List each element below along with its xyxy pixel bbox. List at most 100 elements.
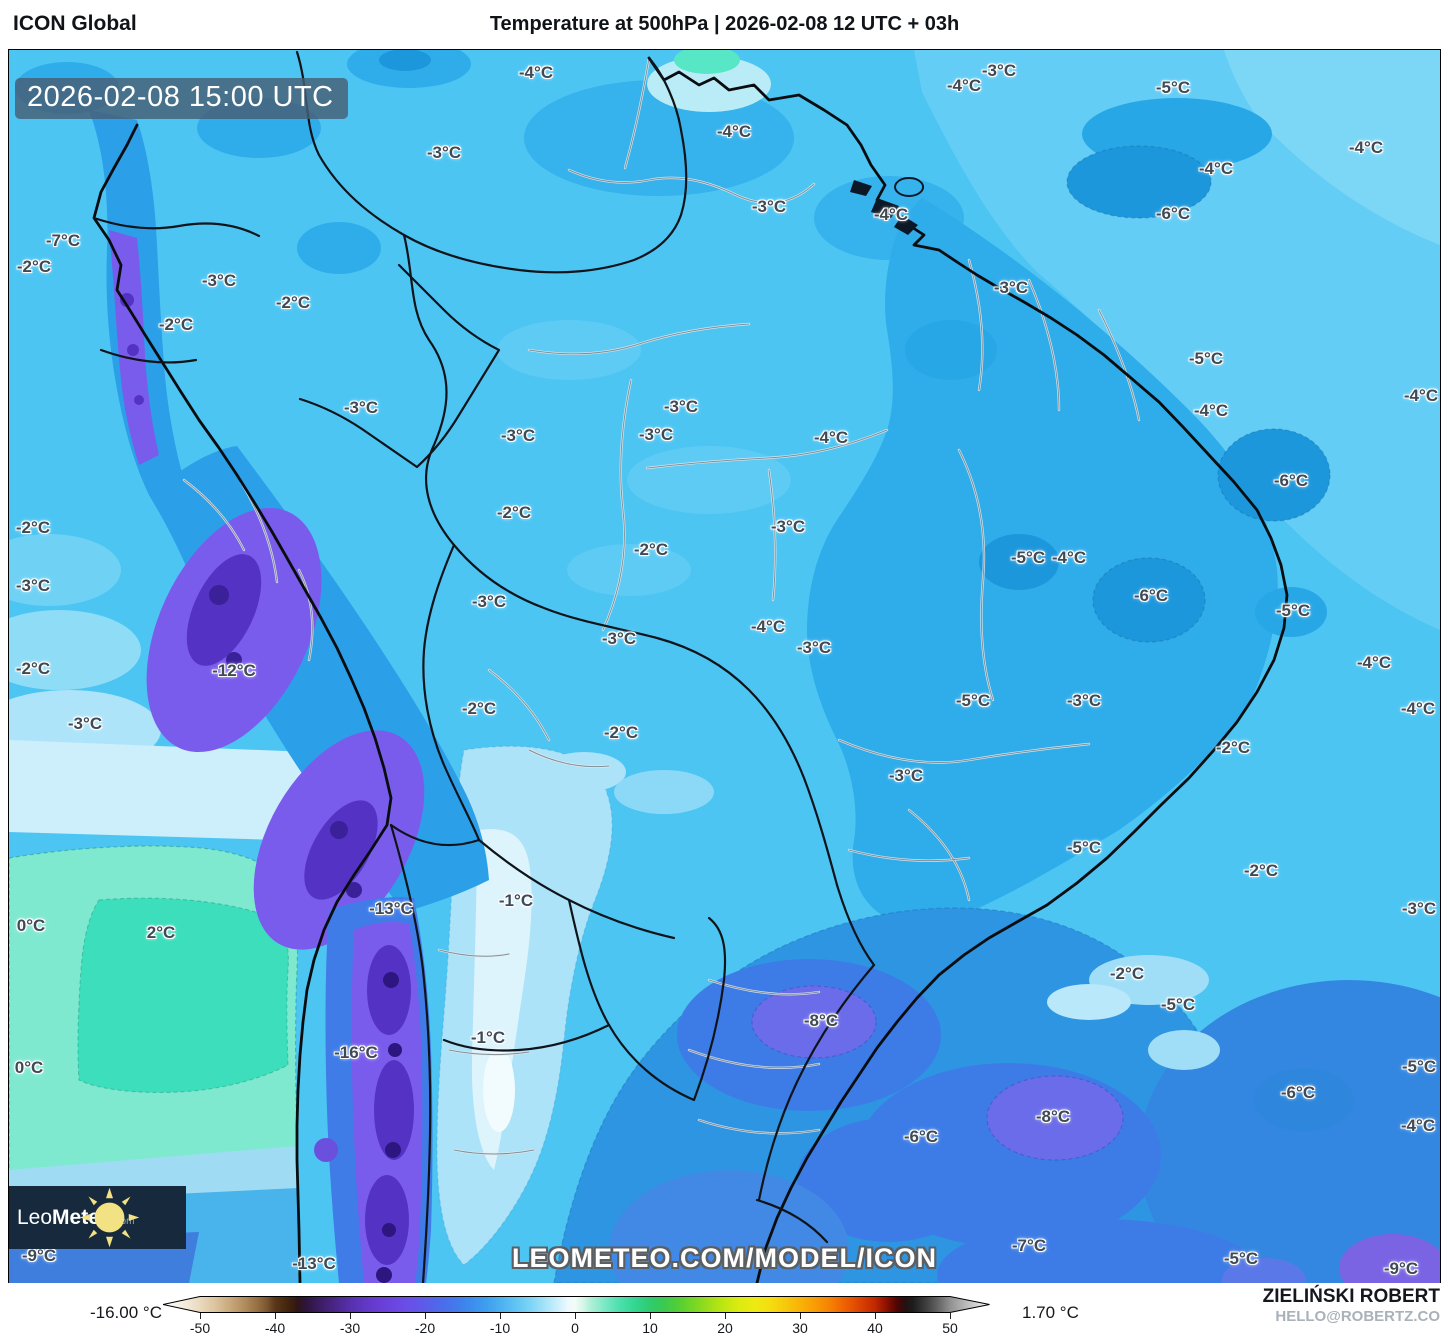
temperature-label: -2°C xyxy=(15,659,51,678)
scale-tick-mark xyxy=(500,1313,501,1319)
scale-tick-label: 0 xyxy=(571,1320,579,1336)
temperature-label: -4°C xyxy=(1356,653,1392,672)
temperature-label: -4°C xyxy=(1198,159,1234,178)
state-borders-core xyxy=(183,57,1140,1155)
temperature-label: -8°C xyxy=(1035,1107,1071,1126)
map-graphic xyxy=(9,50,1440,1283)
timestamp-badge: 2026-02-08 15:00 UTC xyxy=(15,78,348,119)
temperature-label: -9°C xyxy=(1383,1259,1419,1278)
scale-tick-mark xyxy=(650,1313,651,1319)
color-scale-ticks: -50 -40 -30 -20 -10 0 10 20 30 40 50 xyxy=(163,1313,990,1338)
temperature-label: -3°C xyxy=(663,397,699,416)
scale-tick-mark xyxy=(875,1313,876,1319)
amazon-delta xyxy=(850,177,925,235)
temperature-label: -3°C xyxy=(981,61,1017,80)
temperature-label: -1°C xyxy=(470,1028,506,1047)
andes-cold-band xyxy=(89,110,489,1283)
scale-tick-label: 10 xyxy=(642,1320,658,1336)
temperature-label: -5°C xyxy=(1160,995,1196,1014)
temperature-label: -5°C xyxy=(1188,349,1224,368)
temperature-label: -4°C xyxy=(1193,401,1229,420)
forecast-map: -4°C -4°C -3°C -5°C -3°C -4°C -4°C -4°C -3°C -4°C… xyxy=(8,49,1441,1284)
temperature-label: -3°C xyxy=(1401,899,1437,918)
scale-tick-label: 40 xyxy=(867,1320,883,1336)
temperature-label: -4°C xyxy=(1051,548,1087,567)
temperature-label: -3°C xyxy=(770,517,806,536)
header: ICON Global Temperature at 500hPa | 2026… xyxy=(0,0,1449,49)
atlantic-coastline xyxy=(647,56,1289,1283)
scale-tick-label: 20 xyxy=(717,1320,733,1336)
temperature-label: -3°C xyxy=(201,271,237,290)
temperature-label: -5°C xyxy=(1010,548,1046,567)
temperature-label: -3°C xyxy=(751,197,787,216)
temperature-label: -6°C xyxy=(1280,1083,1316,1102)
temperature-label: -2°C xyxy=(158,315,194,334)
temperature-label: -5°C xyxy=(955,691,991,710)
temperature-label: 0°C xyxy=(16,916,46,935)
temperature-label: -4°C xyxy=(873,205,909,224)
credit-block: ZIELIŃSKI ROBERT HELLO@ROBERTZ.CO xyxy=(1263,1286,1440,1325)
temperature-label: -5°C xyxy=(1066,838,1102,857)
temperature-label: -2°C xyxy=(15,518,51,537)
temperature-label: -4°C xyxy=(716,122,752,141)
temperature-label: -16°C xyxy=(334,1043,378,1062)
scale-min-value: -16.00 °C xyxy=(89,1303,162,1322)
temperature-label: -2°C xyxy=(496,503,532,522)
leometeo-logo: LeoMeteo.com xyxy=(9,1186,186,1249)
scale-tick-label: -10 xyxy=(489,1320,511,1336)
temperature-label: -4°C xyxy=(1403,386,1439,405)
page-title: Temperature at 500hPa | 2026-02-08 12 UT… xyxy=(489,13,960,35)
temperature-label: -5°C xyxy=(1223,1249,1259,1268)
temperature-label: -3°C xyxy=(426,143,462,162)
scale-tick-mark xyxy=(425,1313,426,1319)
scale-tick-label: -30 xyxy=(339,1320,361,1336)
temperature-label: -4°C xyxy=(813,428,849,447)
temperature-label: -5°C xyxy=(1401,1057,1437,1076)
temperature-label: -2°C xyxy=(633,540,669,559)
scale-tick-mark xyxy=(350,1313,351,1319)
scale-tick-label: -50 xyxy=(189,1320,211,1336)
temperature-label: -5°C xyxy=(1275,601,1311,620)
scale-tick-label: 30 xyxy=(792,1320,808,1336)
temperature-label: -6°C xyxy=(1155,204,1191,223)
internal-borders xyxy=(92,50,876,1283)
sun-icon xyxy=(79,1187,140,1248)
temperature-label: -2°C xyxy=(603,723,639,742)
temperature-label: -4°C xyxy=(1400,1116,1436,1135)
temperature-label: -7°C xyxy=(1011,1236,1047,1255)
temperature-label: -8°C xyxy=(803,1011,839,1030)
temperature-label: -2°C xyxy=(1215,738,1251,757)
temperature-label: -4°C xyxy=(1348,138,1384,157)
scale-tick-label: -40 xyxy=(264,1320,286,1336)
temperature-label: -4°C xyxy=(750,617,786,636)
footer: -16.00 °C -50 -40 -30 -20 -10 0 10 20 30 40 50 1.7… xyxy=(0,1283,1449,1338)
temperature-label: -5°C xyxy=(1155,78,1191,97)
temperature-label: -3°C xyxy=(1066,691,1102,710)
color-scale-bar xyxy=(163,1296,990,1313)
temperature-label: -12°C xyxy=(212,661,256,680)
temperature-label: -3°C xyxy=(888,766,924,785)
model-name: ICON Global xyxy=(13,12,137,35)
temperature-label: -4°C xyxy=(946,76,982,95)
temperature-label: -3°C xyxy=(638,425,674,444)
temperature-label: -3°C xyxy=(471,592,507,611)
temperature-label: -3°C xyxy=(993,278,1029,297)
temperature-label: -2°C xyxy=(1109,964,1145,983)
country-borders xyxy=(92,56,1289,1283)
temperature-label: 2°C xyxy=(146,923,176,942)
temperature-label: -3°C xyxy=(796,638,832,657)
temperature-label: -4°C xyxy=(518,63,554,82)
temperature-label: -6°C xyxy=(1133,586,1169,605)
temperature-label: 0°C xyxy=(14,1058,44,1077)
temperature-label: -4°C xyxy=(1400,699,1436,718)
temperature-label: -7°C xyxy=(45,231,81,250)
temperature-label: -2°C xyxy=(16,257,52,276)
temperature-label: -6°C xyxy=(1273,471,1309,490)
scale-tick-label: 50 xyxy=(942,1320,958,1336)
temperature-label: -13°C xyxy=(369,899,413,918)
temperature-label: -3°C xyxy=(500,426,536,445)
pacific-coastline xyxy=(92,123,393,1283)
scale-tick-mark xyxy=(800,1313,801,1319)
temperature-label: -1°C xyxy=(498,891,534,910)
scale-tick-mark xyxy=(950,1313,951,1319)
